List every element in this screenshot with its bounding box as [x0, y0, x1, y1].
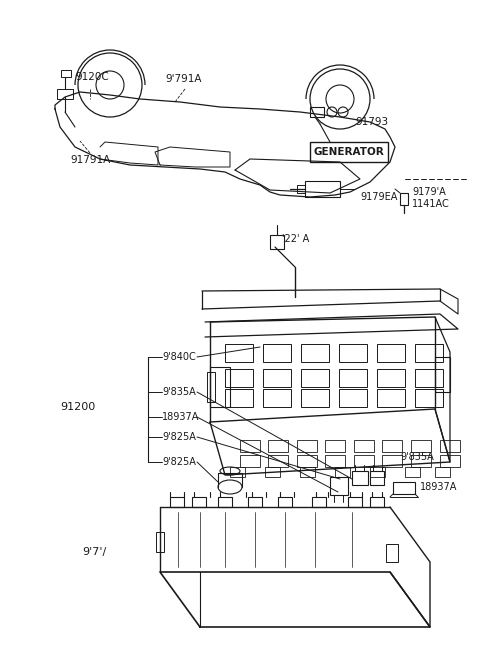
Bar	[210, 367, 230, 407]
Bar	[377, 389, 405, 407]
Bar	[265, 467, 280, 477]
Text: 91791A: 91791A	[70, 155, 110, 165]
Bar	[348, 497, 362, 507]
Bar	[301, 344, 329, 362]
Bar	[415, 369, 443, 387]
Text: 18937A: 18937A	[420, 482, 457, 492]
Text: 9'835A: 9'835A	[162, 387, 196, 397]
Bar	[297, 455, 317, 467]
Text: 18937A: 18937A	[162, 412, 199, 422]
Bar	[297, 185, 305, 193]
Text: 9'7'/: 9'7'/	[82, 547, 106, 557]
Text: GENERATOR: GENERATOR	[314, 147, 385, 157]
Bar	[339, 369, 367, 387]
Bar	[370, 467, 385, 477]
Bar	[415, 344, 443, 362]
Bar	[339, 389, 367, 407]
Bar	[156, 532, 164, 552]
Bar	[377, 369, 405, 387]
Text: 9'791A: 9'791A	[165, 74, 202, 84]
Bar	[170, 497, 184, 507]
Bar	[240, 455, 260, 467]
Bar	[310, 107, 324, 117]
Text: 9179EA: 9179EA	[360, 192, 397, 202]
Bar	[386, 544, 398, 562]
Bar	[415, 389, 443, 407]
Bar	[248, 497, 262, 507]
Bar	[382, 440, 402, 452]
Bar	[325, 455, 345, 467]
Bar	[354, 455, 374, 467]
Bar	[400, 193, 408, 205]
Bar	[411, 455, 431, 467]
Bar	[270, 235, 284, 249]
Bar	[312, 497, 326, 507]
Bar	[370, 497, 384, 507]
Text: 9'835A: 9'835A	[400, 452, 434, 462]
Bar	[370, 471, 384, 485]
Bar	[405, 467, 420, 477]
Bar	[382, 455, 402, 467]
Bar	[305, 181, 340, 197]
Bar	[230, 467, 245, 477]
Bar	[297, 440, 317, 452]
Bar	[310, 142, 388, 162]
Bar	[263, 369, 291, 387]
Text: 91200: 91200	[60, 402, 95, 412]
Bar	[225, 389, 253, 407]
Text: 91793: 91793	[355, 117, 388, 127]
Bar	[393, 482, 415, 494]
Bar	[192, 497, 206, 507]
Text: 9179'A: 9179'A	[412, 187, 446, 197]
Bar	[278, 497, 292, 507]
Bar	[330, 477, 348, 495]
Bar	[225, 369, 253, 387]
Bar	[57, 89, 73, 99]
Bar	[61, 70, 71, 77]
Text: '22' A: '22' A	[282, 234, 309, 244]
Bar	[225, 344, 253, 362]
Bar	[335, 467, 350, 477]
Text: 9'825A: 9'825A	[162, 432, 196, 442]
Bar	[339, 344, 367, 362]
Bar	[301, 389, 329, 407]
Bar	[300, 467, 315, 477]
Bar	[440, 440, 460, 452]
Bar	[435, 357, 450, 392]
Bar	[352, 471, 368, 485]
Bar	[354, 440, 374, 452]
Bar	[440, 455, 460, 467]
Bar	[301, 369, 329, 387]
Text: 9'825A: 9'825A	[162, 457, 196, 467]
Bar	[263, 344, 291, 362]
Bar	[268, 455, 288, 467]
Text: 1141AC: 1141AC	[412, 199, 450, 209]
Bar	[240, 440, 260, 452]
Bar	[218, 497, 232, 507]
Bar	[207, 372, 215, 402]
Text: 9'840C: 9'840C	[162, 352, 196, 362]
Text: 9120C: 9120C	[75, 72, 109, 82]
Bar	[377, 344, 405, 362]
Bar	[325, 440, 345, 452]
Bar	[263, 389, 291, 407]
Bar	[435, 467, 450, 477]
Bar	[268, 440, 288, 452]
Bar	[411, 440, 431, 452]
